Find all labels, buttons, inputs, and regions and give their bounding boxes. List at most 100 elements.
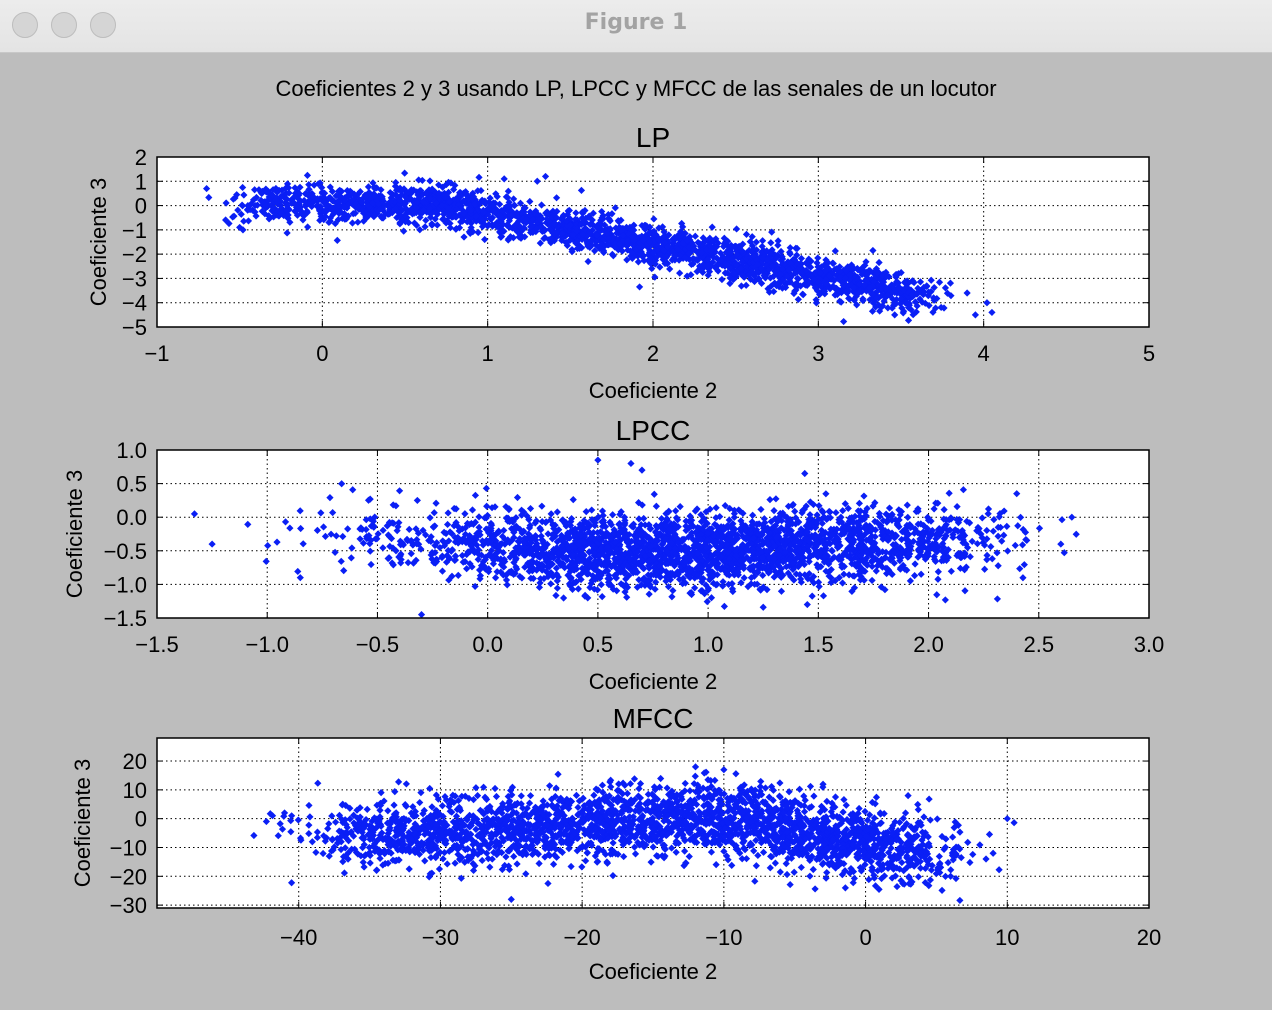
scatter-point [780,541,789,549]
scatter-point [662,252,671,261]
scatter-point [604,557,612,566]
scatter-point [296,198,304,206]
scatter-point [681,229,689,238]
x-tick-label: 1 [482,341,494,366]
scatter-point [462,539,470,547]
scatter-point [616,545,624,554]
scatter-point [701,254,709,262]
scatter-point [534,218,542,226]
scatter-point [589,209,597,217]
scatter-point [222,199,230,207]
close-window-button[interactable] [12,12,38,38]
scatter-point [713,254,721,262]
scatter-point [689,536,697,544]
scatter-point [520,203,528,212]
scatter-point [484,222,492,230]
scatter-point [983,551,991,559]
scatter-point [546,226,554,234]
scatter-point [653,537,661,545]
y-tick-label: −1 [122,218,147,243]
scatter-point [689,260,697,268]
scatter-point [659,539,667,548]
scatter-point [662,577,670,585]
scatter-point [536,216,544,224]
scatter-point [601,221,609,229]
scatter-point [612,243,620,251]
scatter-point [752,555,760,563]
scatter-point [920,283,928,291]
zoom-window-button[interactable] [90,12,116,38]
scatter-point [989,527,997,535]
scatter-point [934,575,942,583]
scatter-point [580,552,588,560]
scatter-point [474,228,482,237]
scatter-point [483,206,491,214]
scatter-point [553,570,561,578]
scatter-point [262,202,270,210]
scatter-point [641,221,650,230]
scatter-point [687,589,695,597]
scatter-point [771,515,779,523]
scatter-point [257,196,265,205]
scatter-point [442,558,451,566]
scatter-point [810,572,818,581]
scatter-point [451,552,459,560]
scatter-point [668,593,676,601]
scatter-point [443,551,451,560]
scatter-point [811,524,819,532]
scatter-point [956,564,965,572]
scatter-point [205,193,213,202]
scatter-point [855,528,864,536]
scatter-point [842,288,850,296]
scatter-point [790,255,799,264]
scatter-point [847,280,855,288]
scatter-point [607,521,615,529]
scatter-point [575,524,584,532]
scatter-point [500,175,508,183]
minimize-window-button[interactable] [51,12,77,38]
scatter-point [571,533,579,541]
scatter-point [569,542,577,550]
scatter-point [911,298,919,306]
scatter-point [501,540,509,548]
scatter-point [994,532,1002,540]
scatter-point [443,520,452,529]
scatter-point [870,541,878,549]
scatter-point [440,528,448,536]
scatter-point [644,236,652,244]
scatter-point [842,547,850,556]
scatter-point [793,553,802,561]
scatter-point [889,281,897,290]
scatter-point [609,252,617,260]
scatter-point [653,253,661,261]
scatter-point [325,194,333,202]
scatter-point [786,248,794,256]
scatter-point [536,239,544,247]
scatter-point [472,212,480,220]
scatter-point [685,524,693,532]
scatter-point [944,545,952,554]
scatter-point [766,496,774,504]
scatter-point [483,511,492,520]
scatter-point [858,565,866,573]
scatter-point [239,226,247,234]
scatter-point [656,263,664,271]
scatter-point [273,197,282,206]
scatter-point [804,542,812,550]
scatter-point [567,515,576,523]
scatter-point [652,502,660,510]
scatter-point [621,588,629,596]
scatter-point [273,538,281,546]
scatter-point [826,285,834,293]
scatter-point [547,510,555,518]
scatter-point [835,574,843,582]
scatter-point [459,217,467,225]
scatter-point [1011,541,1019,550]
scatter-point [908,291,916,299]
scatter-point [821,528,830,537]
scatter-point [928,526,936,535]
scatter-point [249,196,258,204]
scatter-point [611,539,619,547]
scatter-point [769,563,777,572]
scatter-point [611,239,619,247]
